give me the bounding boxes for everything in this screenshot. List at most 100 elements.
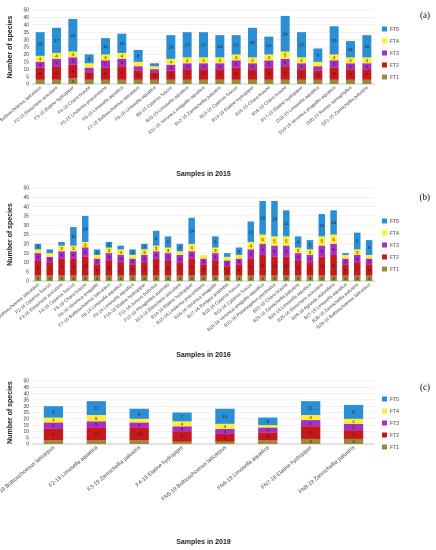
data-label: 6 bbox=[167, 240, 170, 245]
y-tick-label: 40 bbox=[23, 23, 29, 29]
data-label: 4 bbox=[251, 64, 254, 69]
bar-segment-ft5 bbox=[35, 32, 45, 56]
panel-label: (b) bbox=[420, 192, 431, 202]
panel-label: (c) bbox=[420, 382, 430, 392]
bar-segment-ft1 bbox=[129, 440, 149, 444]
bar-segment-ft2 bbox=[306, 262, 314, 276]
data-label: 9 bbox=[55, 71, 58, 76]
bar-segment-ft2 bbox=[164, 260, 172, 276]
data-label: 11 bbox=[260, 263, 265, 268]
bar-segment-ft5 bbox=[283, 210, 290, 237]
y-tick-label: 45 bbox=[23, 195, 29, 201]
data-label: 3 bbox=[344, 276, 347, 281]
bar-segment-ft3 bbox=[129, 258, 136, 265]
bar-segment-ft2 bbox=[271, 256, 278, 276]
bar-segment-ft4 bbox=[150, 66, 159, 70]
legend-swatch-ft1 bbox=[382, 444, 387, 450]
data-label: 5 bbox=[250, 252, 253, 257]
data-label: 4 bbox=[309, 439, 312, 444]
data-label: 8 bbox=[368, 245, 371, 250]
bar-segment-ft3 bbox=[164, 253, 172, 261]
data-label: 6 bbox=[238, 267, 241, 272]
y-tick-label: 25 bbox=[23, 232, 29, 238]
data-label: 4 bbox=[267, 428, 270, 433]
data-label: 4 bbox=[251, 58, 254, 63]
bar-segment-ft5 bbox=[235, 247, 243, 255]
data-label: 8 bbox=[181, 434, 184, 439]
bar-segment-ft1 bbox=[101, 79, 110, 84]
bar-segment-ft2 bbox=[342, 264, 349, 276]
legend-swatch-ft5 bbox=[382, 218, 387, 224]
y-tick-label: 10 bbox=[23, 260, 29, 266]
bar-segment-ft1 bbox=[301, 438, 321, 444]
bar-segment-ft4 bbox=[34, 249, 42, 254]
bar-segment-ft5 bbox=[81, 215, 89, 242]
bar-segment-ft3 bbox=[280, 58, 290, 67]
bar-segment-ft1 bbox=[329, 79, 339, 84]
y-tick-label: 50 bbox=[23, 379, 29, 385]
bar-segment-ft1 bbox=[68, 78, 78, 84]
bar-segment-ft5 bbox=[164, 236, 172, 248]
bar-segment-ft5 bbox=[212, 236, 219, 248]
data-label: 3 bbox=[332, 276, 335, 281]
bar-segment-ft4 bbox=[117, 249, 124, 255]
bar-segment-ft1 bbox=[343, 438, 364, 444]
bar-segment-ft4 bbox=[129, 254, 136, 259]
y-tick-label: 40 bbox=[23, 204, 29, 210]
bar-segment-ft2 bbox=[117, 262, 124, 276]
data-label: 4 bbox=[297, 254, 300, 259]
data-label: 8 bbox=[235, 71, 238, 76]
data-label: 4 bbox=[170, 65, 173, 70]
data-label: 6 bbox=[332, 247, 335, 252]
data-label: 4 bbox=[55, 53, 58, 58]
bar-segment-ft4 bbox=[93, 254, 101, 259]
data-label: 6 bbox=[261, 247, 264, 252]
bar-segment-ft3 bbox=[301, 420, 321, 427]
bar-segment-ft1 bbox=[313, 79, 323, 84]
data-label: 6 bbox=[297, 240, 300, 245]
data-label: 3 bbox=[285, 276, 288, 281]
data-label: 3 bbox=[214, 248, 217, 253]
y-tick-label: 30 bbox=[23, 223, 29, 229]
bar-segment-ft5 bbox=[318, 214, 326, 237]
bar-segment-ft3 bbox=[70, 251, 77, 259]
data-label: 5 bbox=[261, 237, 264, 242]
bar-segment-ft4 bbox=[259, 234, 266, 244]
y-tick-label: 15 bbox=[23, 60, 29, 66]
bar-segment-ft3 bbox=[215, 428, 235, 434]
bar-segment-ft5 bbox=[271, 201, 278, 237]
bar-segment-ft5 bbox=[182, 32, 192, 58]
bar-segment-ft4 bbox=[68, 51, 78, 58]
y-tick-label: 20 bbox=[23, 52, 29, 58]
data-label: 3 bbox=[155, 276, 158, 281]
bar-segment-ft2 bbox=[101, 67, 110, 80]
bar-segment-ft4 bbox=[84, 63, 94, 68]
bar-segment-ft2 bbox=[84, 72, 94, 80]
data-label: 7 bbox=[48, 267, 51, 272]
bar-segment-ft5 bbox=[223, 253, 231, 257]
data-label: 4 bbox=[104, 55, 107, 60]
bar-segment-ft1 bbox=[215, 79, 225, 84]
data-label: 4 bbox=[143, 256, 146, 261]
data-label: 9 bbox=[317, 53, 320, 58]
data-label: 3 bbox=[368, 276, 371, 281]
data-label: 6 bbox=[285, 249, 288, 254]
bar-segment-ft1 bbox=[346, 79, 355, 84]
data-label: 3 bbox=[155, 246, 158, 251]
data-label: 6 bbox=[96, 267, 99, 272]
data-label: 18 bbox=[260, 215, 266, 220]
bar-segment-ft1 bbox=[362, 79, 372, 84]
bar-segment-ft4 bbox=[343, 418, 364, 424]
bar-segment-ft4 bbox=[141, 249, 148, 255]
x-axis-label: Samples in 2019 bbox=[176, 539, 231, 546]
data-label: 4 bbox=[72, 79, 75, 84]
bar-segment-ft3 bbox=[58, 251, 65, 259]
y-tick-label: 40 bbox=[23, 391, 29, 397]
data-label: 8 bbox=[37, 266, 40, 271]
bar-segment-ft5 bbox=[354, 232, 361, 250]
data-label: 4 bbox=[179, 256, 182, 261]
data-label: 8 bbox=[268, 71, 271, 76]
bar-segment-ft2 bbox=[117, 66, 127, 80]
data-label: 4 bbox=[190, 253, 193, 258]
